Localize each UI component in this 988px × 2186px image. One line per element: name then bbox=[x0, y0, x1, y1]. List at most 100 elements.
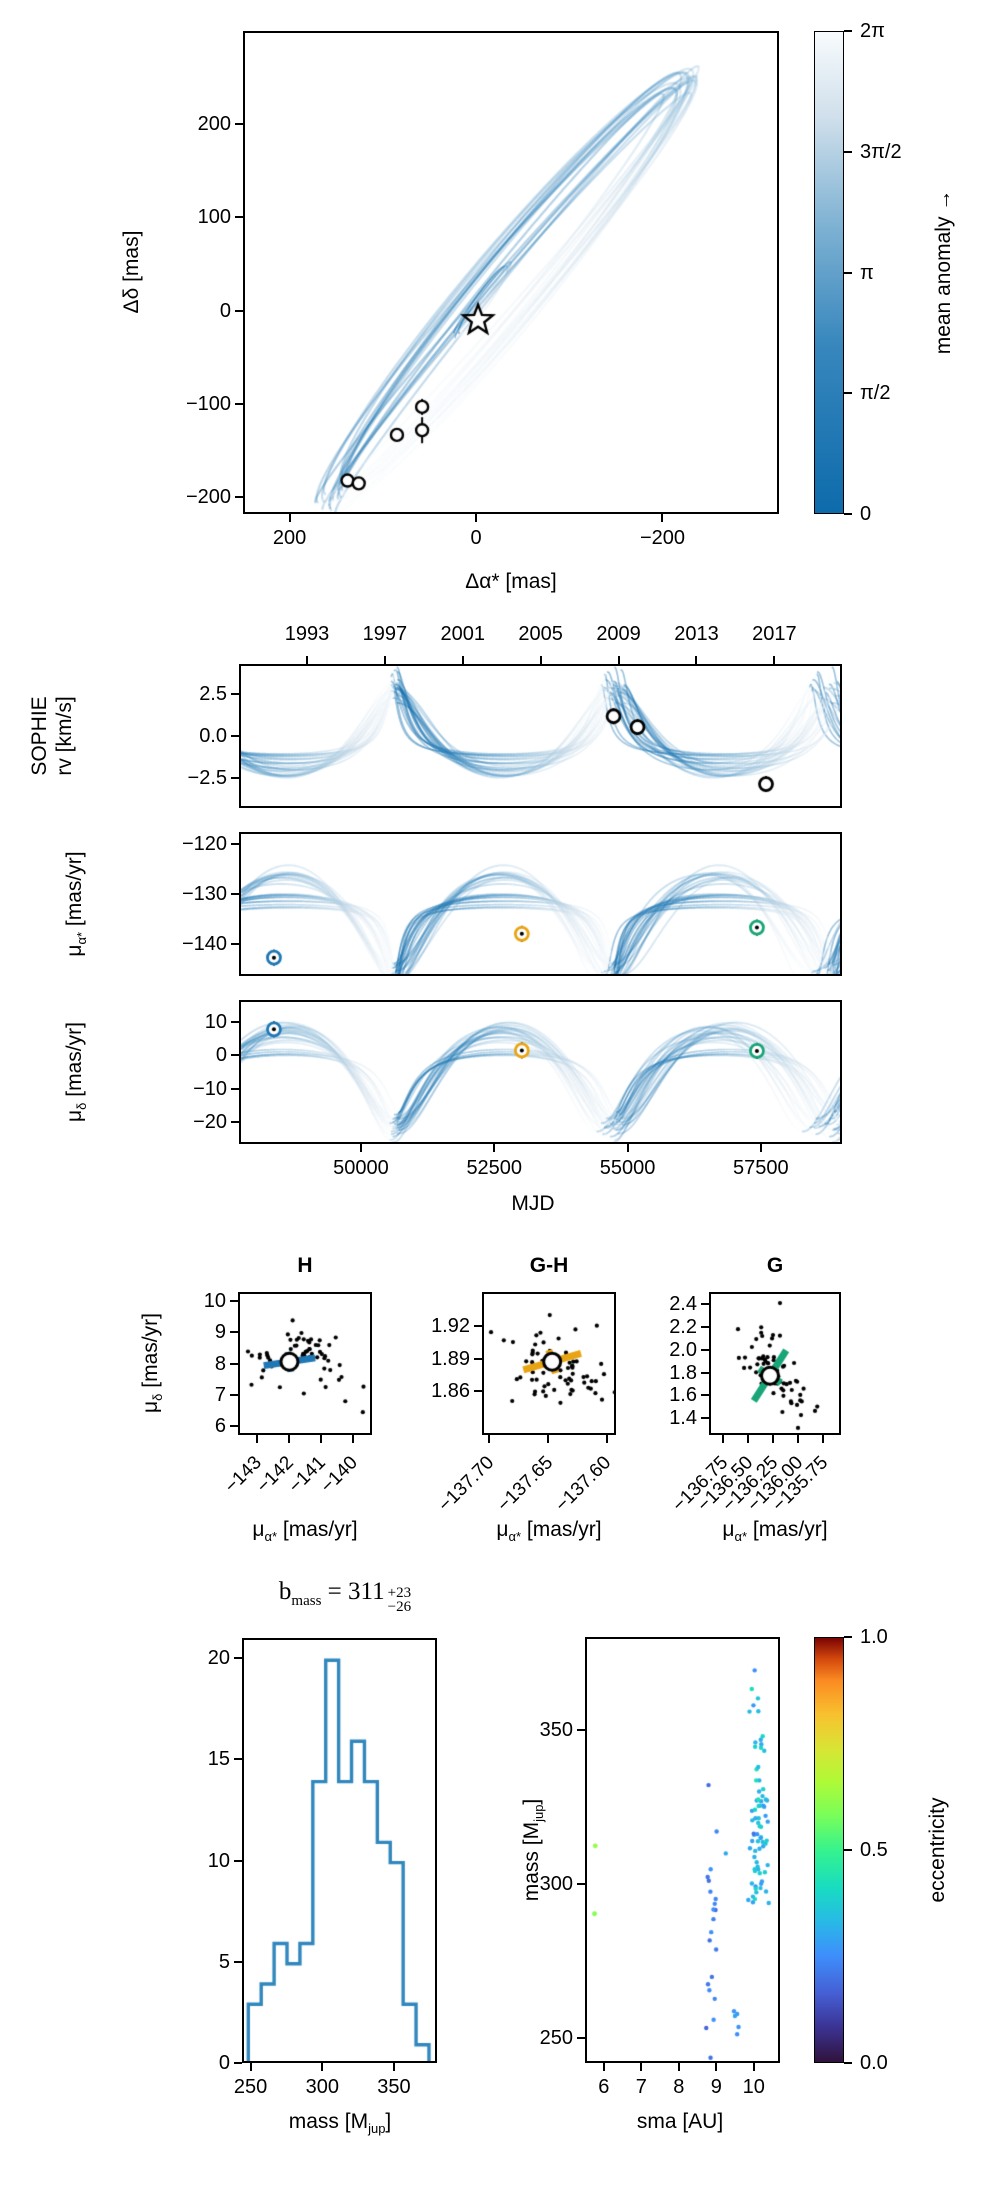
tick-label: 6 bbox=[598, 2076, 610, 2098]
tick-mark bbox=[701, 1303, 709, 1306]
tick-mark bbox=[249, 2063, 252, 2071]
pm-ra-canvas bbox=[241, 834, 840, 974]
tick-mark bbox=[235, 402, 243, 405]
rv-ylabel: SOPHIE rv [km/s] bbox=[28, 696, 76, 776]
panel-g-title: G bbox=[766, 1254, 784, 1277]
tick-label: 2π bbox=[860, 20, 885, 42]
tick-mark bbox=[844, 150, 852, 153]
epoch-g-xlabel: μα* [mas/yr] bbox=[722, 1518, 828, 1545]
tick-mark bbox=[230, 1424, 238, 1427]
tick-mark bbox=[231, 893, 239, 896]
tick-mark bbox=[747, 1435, 749, 1443]
tick-label: 7 bbox=[635, 2076, 647, 2098]
tick-label: 200 bbox=[272, 527, 307, 549]
mass-histogram-panel bbox=[242, 1638, 437, 2063]
epoch-g-panel bbox=[709, 1292, 841, 1435]
epoch-h-panel bbox=[238, 1292, 372, 1435]
tick-label: 9 bbox=[710, 2076, 722, 2098]
tick-mark bbox=[319, 1435, 322, 1443]
year-tick-label: 1993 bbox=[284, 623, 330, 645]
tick-label: −200 bbox=[639, 527, 685, 549]
year-tick-mark bbox=[461, 656, 464, 664]
eccentricity-colorbar bbox=[814, 1637, 844, 2063]
tick-mark bbox=[231, 776, 239, 779]
tick-mark bbox=[231, 843, 239, 846]
tick-mark bbox=[474, 1390, 482, 1393]
tick-label: 50000 bbox=[333, 1157, 389, 1179]
tick-label: 1.86 bbox=[431, 1380, 470, 1403]
tick-mark bbox=[359, 1144, 362, 1152]
tick-mark bbox=[626, 1144, 629, 1152]
tick-label: 3π/2 bbox=[860, 140, 902, 163]
tick-label: −140 bbox=[316, 1452, 362, 1498]
tick-label: 1.92 bbox=[431, 1314, 470, 1337]
tick-label: 1.0 bbox=[860, 1626, 888, 1648]
sma-mass-panel bbox=[585, 1637, 780, 2063]
tick-label: π bbox=[860, 261, 874, 284]
tick-label: −120 bbox=[181, 833, 227, 856]
mass-lower-error: −26 bbox=[387, 1599, 412, 1615]
tick-label: 10 bbox=[204, 1010, 227, 1033]
year-tick-label: 2017 bbox=[752, 623, 797, 645]
tick-label: 55000 bbox=[599, 1157, 656, 1179]
tick-mark bbox=[231, 693, 239, 696]
tick-mark bbox=[231, 1054, 239, 1057]
tick-label: 0 bbox=[215, 1044, 227, 1067]
tick-mark bbox=[701, 1371, 709, 1374]
tick-mark bbox=[844, 271, 852, 274]
tick-mark bbox=[392, 2063, 395, 2071]
tick-mark bbox=[351, 1435, 354, 1443]
pm-dec-panel bbox=[239, 1000, 842, 1144]
sma-mass-xlabel: sma [AU] bbox=[636, 2110, 724, 2133]
year-tick-mark bbox=[695, 656, 698, 664]
tick-label: 350 bbox=[539, 1718, 573, 1741]
sma-mass-canvas bbox=[587, 1639, 778, 2061]
tick-mark bbox=[235, 309, 243, 312]
tick-mark bbox=[701, 1348, 709, 1351]
tick-label: 20 bbox=[207, 1647, 230, 1670]
panel-gh-title: G-H bbox=[529, 1254, 569, 1277]
tick-mark bbox=[605, 1435, 608, 1443]
year-tick-label: 2009 bbox=[596, 623, 641, 645]
year-tick-label: 2013 bbox=[674, 623, 719, 645]
tick-mark bbox=[475, 514, 478, 522]
tick-mark bbox=[231, 1087, 239, 1090]
tick-mark bbox=[234, 1960, 242, 1963]
year-tick-mark bbox=[306, 656, 309, 664]
tick-mark bbox=[231, 942, 239, 945]
year-tick-label: 2001 bbox=[440, 623, 486, 645]
tick-label: 300 bbox=[539, 1872, 573, 1895]
tick-label: 9 bbox=[214, 1321, 226, 1344]
tick-mark bbox=[493, 1144, 496, 1152]
tick-label: 0.0 bbox=[199, 725, 227, 747]
tick-mark bbox=[577, 2037, 585, 2040]
orbit-xlabel: Δα* [mas] bbox=[465, 570, 557, 593]
tick-mark bbox=[844, 30, 852, 32]
tick-label: 0.0 bbox=[860, 2052, 888, 2074]
pm-ra-panel bbox=[239, 832, 842, 976]
tick-mark bbox=[546, 1435, 549, 1443]
tick-label: −100 bbox=[185, 392, 231, 415]
orbit-ylabel: Δδ [mas] bbox=[120, 230, 143, 314]
orbit-panel bbox=[243, 31, 779, 514]
mass-histogram-xlabel: mass [Mjup] bbox=[288, 2110, 392, 2137]
tick-mark bbox=[722, 1435, 724, 1443]
tick-mark bbox=[661, 514, 664, 522]
mean-anomaly-colorbar bbox=[814, 31, 844, 514]
tick-label: 52500 bbox=[466, 1157, 523, 1179]
tick-label: 250 bbox=[539, 2027, 573, 2050]
tick-label: 0 bbox=[470, 527, 482, 549]
tick-label: 1.6 bbox=[669, 1384, 697, 1407]
tick-mark bbox=[797, 1435, 799, 1443]
tick-mark bbox=[234, 2062, 242, 2064]
tick-label: −10 bbox=[193, 1077, 227, 1100]
tick-mark bbox=[474, 1357, 482, 1360]
year-tick-mark bbox=[539, 656, 542, 664]
tick-mark bbox=[231, 1020, 239, 1023]
tick-mark bbox=[234, 1758, 242, 1761]
tick-label: 15 bbox=[207, 1748, 230, 1771]
tick-label: 10 bbox=[742, 2076, 765, 2098]
year-tick-label: 1997 bbox=[362, 623, 408, 645]
tick-mark bbox=[701, 1326, 709, 1329]
tick-label: −140 bbox=[181, 932, 227, 955]
